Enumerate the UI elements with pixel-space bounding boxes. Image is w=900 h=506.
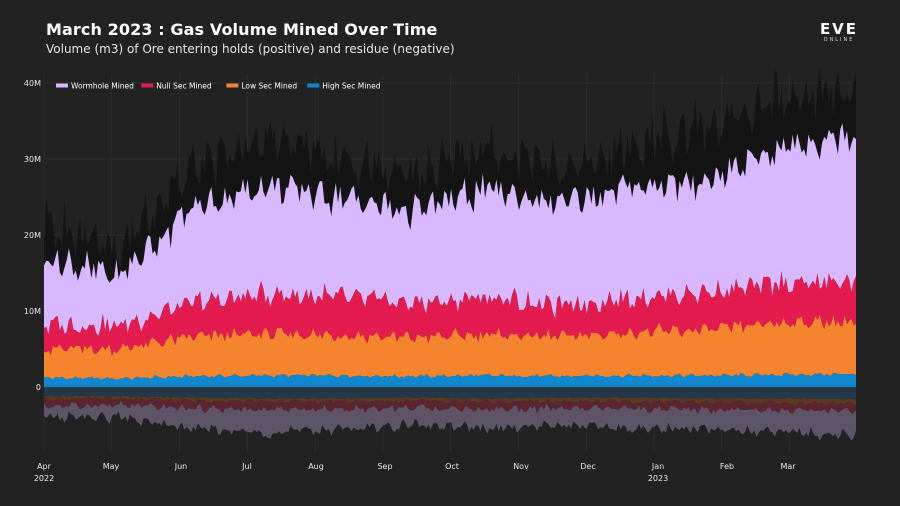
x-tick-label: Jul xyxy=(241,462,252,471)
legend-item-label: High Sec Mined xyxy=(322,82,380,91)
nullsec-residue-area xyxy=(44,396,856,415)
legend-swatch xyxy=(141,83,154,88)
chart-title: March 2023 : Gas Volume Mined Over Time xyxy=(46,20,438,39)
y-tick-label: 0 xyxy=(36,383,41,392)
x-tick-label: Apr xyxy=(37,462,52,471)
eve-online-logo: EVE ONLINE xyxy=(814,20,864,44)
highsec-area xyxy=(44,372,856,387)
y-axis: 0 10M 20M 30M 40M xyxy=(24,79,41,392)
x-tick-label: Jan xyxy=(651,462,664,471)
wormhole-residue-area xyxy=(44,400,856,441)
x-axis: Apr 2022 May Jun Jul Aug Sep Oct Nov Dec Jan 2023 Fe… xyxy=(34,462,796,483)
x-tick-year-label: 2023 xyxy=(648,474,668,483)
y-tick-label: 40M xyxy=(24,79,41,88)
legend-item-label: Low Sec Mined xyxy=(241,82,297,91)
y-tick-label: 20M xyxy=(24,231,41,240)
logo-sub-text: ONLINE xyxy=(823,37,855,43)
lowsec-area xyxy=(44,314,856,380)
legend-swatch xyxy=(226,83,239,88)
x-tick-label: May xyxy=(103,462,120,471)
nullsec-area xyxy=(44,271,856,357)
chart-subtitle: Volume (m3) of Ore entering holds (posit… xyxy=(46,42,455,56)
legend-item-label: Wormhole Mined xyxy=(71,82,134,91)
legend-swatch xyxy=(307,83,320,88)
x-tick-label: Nov xyxy=(513,462,529,471)
lowsec-residue-area xyxy=(44,395,856,406)
legend: Wormhole Mined Null Sec Mined Low Sec Mine… xyxy=(56,82,381,91)
logo-main-text: EVE xyxy=(819,20,859,38)
peak-envelope-area xyxy=(44,67,856,283)
x-tick-label: Dec xyxy=(580,462,595,471)
x-tick-label: Aug xyxy=(308,462,324,471)
legend-item-label: Null Sec Mined xyxy=(156,82,212,91)
legend-swatch xyxy=(56,83,68,88)
x-tick-label: Oct xyxy=(445,462,459,471)
highsec-residue-area xyxy=(44,387,856,400)
x-tick-label: Mar xyxy=(780,462,796,471)
x-tick-label: Jun xyxy=(174,462,188,471)
x-tick-label: Feb xyxy=(720,462,734,471)
y-tick-label: 10M xyxy=(24,307,41,316)
area-layers xyxy=(44,67,856,441)
y-tick-label: 30M xyxy=(24,155,41,164)
wormhole-area xyxy=(44,123,856,336)
x-tick-label: Sep xyxy=(377,462,392,471)
x-tick-year-label: 2022 xyxy=(34,474,54,483)
